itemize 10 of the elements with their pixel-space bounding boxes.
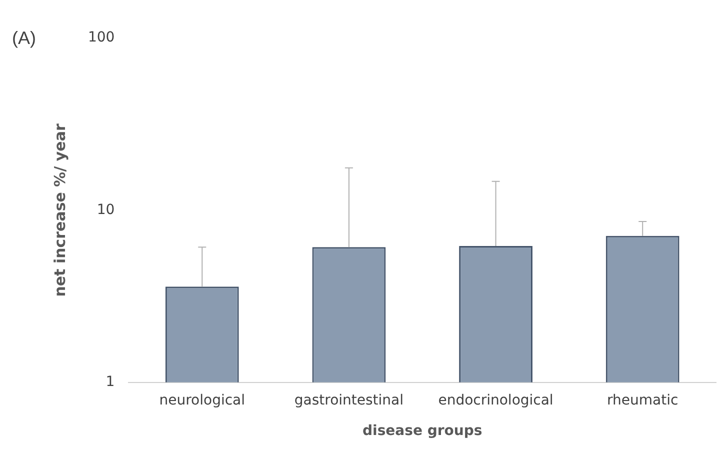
x-tick-label: endocrinological <box>438 392 554 408</box>
chart-title: (A) <box>12 28 36 48</box>
y-tick-label: 1 <box>106 374 115 390</box>
y-axis-title: net increase %/ year <box>50 123 69 297</box>
x-tick-label: gastrointestinal <box>294 392 404 408</box>
x-tick-label: rheumatic <box>607 392 678 408</box>
y-tick-label: 100 <box>88 30 115 46</box>
x-axis-title: disease groups <box>362 423 482 440</box>
y-tick-label: 10 <box>96 202 115 218</box>
x-tick-label: neurological <box>159 392 246 408</box>
